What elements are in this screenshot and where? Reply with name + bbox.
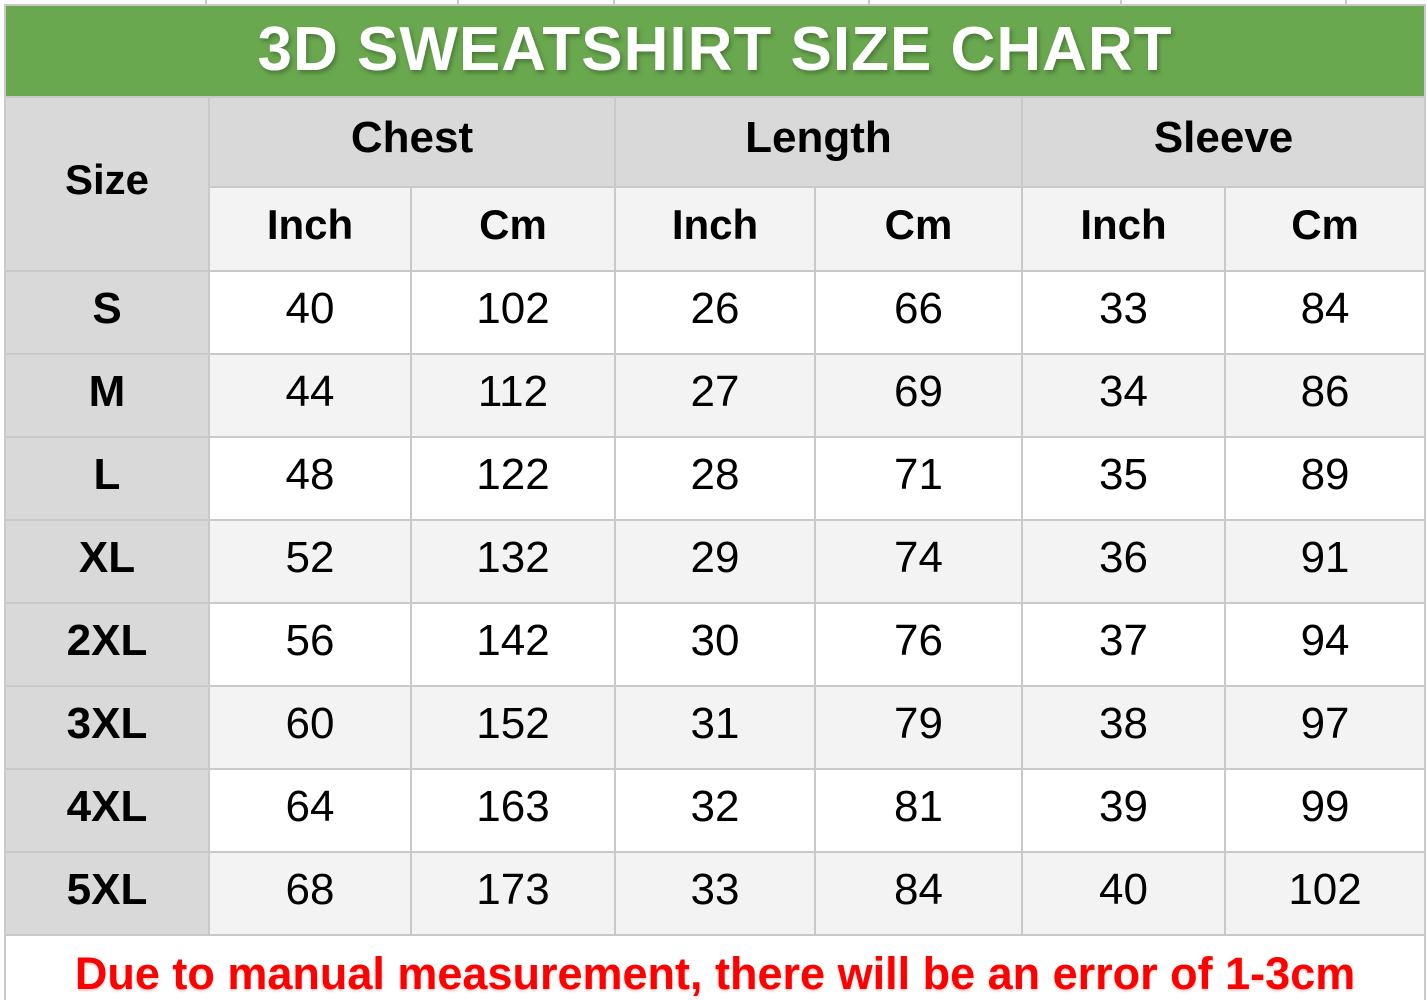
measurement-value: 84: [1223, 270, 1427, 355]
group-header-row: Size Chest Length Sleeve: [4, 96, 1427, 272]
size-table-body: S 40 102 26 66 33 84 M 44 112 27 69 34 86 L 48 122 28 71 35…: [4, 270, 1427, 936]
size-row-2XL: 2XL 56 142 30 76 37 94: [4, 602, 1427, 687]
measurement-value: 112: [410, 353, 616, 438]
measurement-value: 71: [814, 436, 1023, 521]
unit-header-chest-cm: Cm: [410, 186, 616, 272]
measurement-value: 68: [208, 851, 412, 936]
size-row-4XL: 4XL 64 163 32 81 39 99: [4, 768, 1427, 853]
size-label: M: [4, 353, 210, 438]
measurement-value: 94: [1223, 602, 1427, 687]
unit-header-length-inch: Inch: [614, 186, 816, 272]
measurement-value: 31: [614, 685, 816, 770]
sheet-top-gridline-strip: [0, 0, 1428, 4]
measurement-value: 29: [614, 519, 816, 604]
measurement-value: 173: [410, 851, 616, 936]
unit-header-length-cm: Cm: [814, 186, 1023, 272]
gridline: [613, 0, 615, 4]
measurement-value: 35: [1021, 436, 1226, 521]
gridline: [868, 0, 870, 4]
unit-header-row: Inch Cm Inch Cm Inch Cm: [5, 186, 1427, 272]
measurement-value: 142: [410, 602, 616, 687]
gridline: [1345, 0, 1347, 4]
size-row-XL: XL 52 132 29 74 36 91: [4, 519, 1427, 604]
size-label: 2XL: [4, 602, 210, 687]
size-row-5XL: 5XL 68 173 33 84 40 102: [4, 851, 1427, 936]
size-label: 4XL: [4, 768, 210, 853]
measurement-value: 89: [1223, 436, 1427, 521]
measurement-value: 38: [1021, 685, 1226, 770]
measurement-value: 69: [814, 353, 1023, 438]
measurement-value: 40: [208, 270, 412, 355]
size-label: XL: [4, 519, 210, 604]
unit-header-chest-inch: Inch: [208, 186, 412, 272]
group-header-chest: Chest: [208, 96, 616, 188]
measurement-value: 74: [814, 519, 1023, 604]
measurement-value: 102: [1223, 851, 1427, 936]
size-label: 5XL: [4, 851, 210, 936]
measurement-value: 102: [410, 270, 616, 355]
measurement-value: 34: [1021, 353, 1226, 438]
measurement-value: 30: [614, 602, 816, 687]
measurement-value: 86: [1223, 353, 1427, 438]
measurement-value: 152: [410, 685, 616, 770]
measurement-value: 76: [814, 602, 1023, 687]
measurement-value: 48: [208, 436, 412, 521]
measurement-value: 99: [1223, 768, 1427, 853]
measurement-value: 40: [1021, 851, 1226, 936]
measurement-value: 36: [1021, 519, 1226, 604]
measurement-value: 64: [208, 768, 412, 853]
measurement-value: 27: [614, 353, 816, 438]
gridline: [1120, 0, 1122, 4]
unit-header-sleeve-inch: Inch: [1021, 186, 1226, 272]
measurement-value: 37: [1021, 602, 1226, 687]
measurement-value: 91: [1223, 519, 1427, 604]
gridline: [457, 0, 459, 4]
group-header-length: Length: [614, 96, 1023, 188]
measurement-value: 79: [814, 685, 1023, 770]
size-label: L: [4, 436, 210, 521]
size-column-header: Size: [4, 96, 210, 272]
measurement-value: 163: [410, 768, 616, 853]
size-label: 3XL: [4, 685, 210, 770]
measurement-value: 44: [208, 353, 412, 438]
measurement-value: 97: [1223, 685, 1427, 770]
title-row: 3D SWEATSHIRT SIZE CHART: [3, 4, 1427, 98]
measurement-value: 33: [614, 851, 816, 936]
measurement-value: 66: [814, 270, 1023, 355]
measurement-value: 60: [208, 685, 412, 770]
measurement-value: 81: [814, 768, 1023, 853]
size-row-L: L 48 122 28 71 35 89: [4, 436, 1427, 521]
measurement-value: 84: [814, 851, 1023, 936]
measurement-value: 26: [614, 270, 816, 355]
page-title: 3D SWEATSHIRT SIZE CHART: [3, 4, 1427, 98]
gridline: [205, 0, 207, 4]
size-label: S: [4, 270, 210, 355]
group-header-sleeve: Sleeve: [1020, 96, 1427, 188]
measurement-value: 32: [614, 768, 816, 853]
measurement-value: 39: [1021, 768, 1226, 853]
measurement-value: 122: [410, 436, 616, 521]
unit-header-sleeve-cm: Cm: [1223, 186, 1427, 272]
note-row: Due to manual measurement, there will be…: [3, 934, 1427, 1000]
size-row-S: S 40 102 26 66 33 84: [4, 270, 1427, 355]
measurement-value: 33: [1021, 270, 1226, 355]
size-chart-table: 3D SWEATSHIRT SIZE CHART Size Chest Leng…: [3, 4, 1427, 1000]
measurement-value: 56: [208, 602, 412, 687]
measurement-value: 132: [410, 519, 616, 604]
size-row-M: M 44 112 27 69 34 86: [4, 353, 1427, 438]
measurement-note: Due to manual measurement, there will be…: [3, 934, 1427, 1000]
measurement-value: 52: [208, 519, 412, 604]
size-row-3XL: 3XL 60 152 31 79 38 97: [4, 685, 1427, 770]
measurement-value: 28: [614, 436, 816, 521]
